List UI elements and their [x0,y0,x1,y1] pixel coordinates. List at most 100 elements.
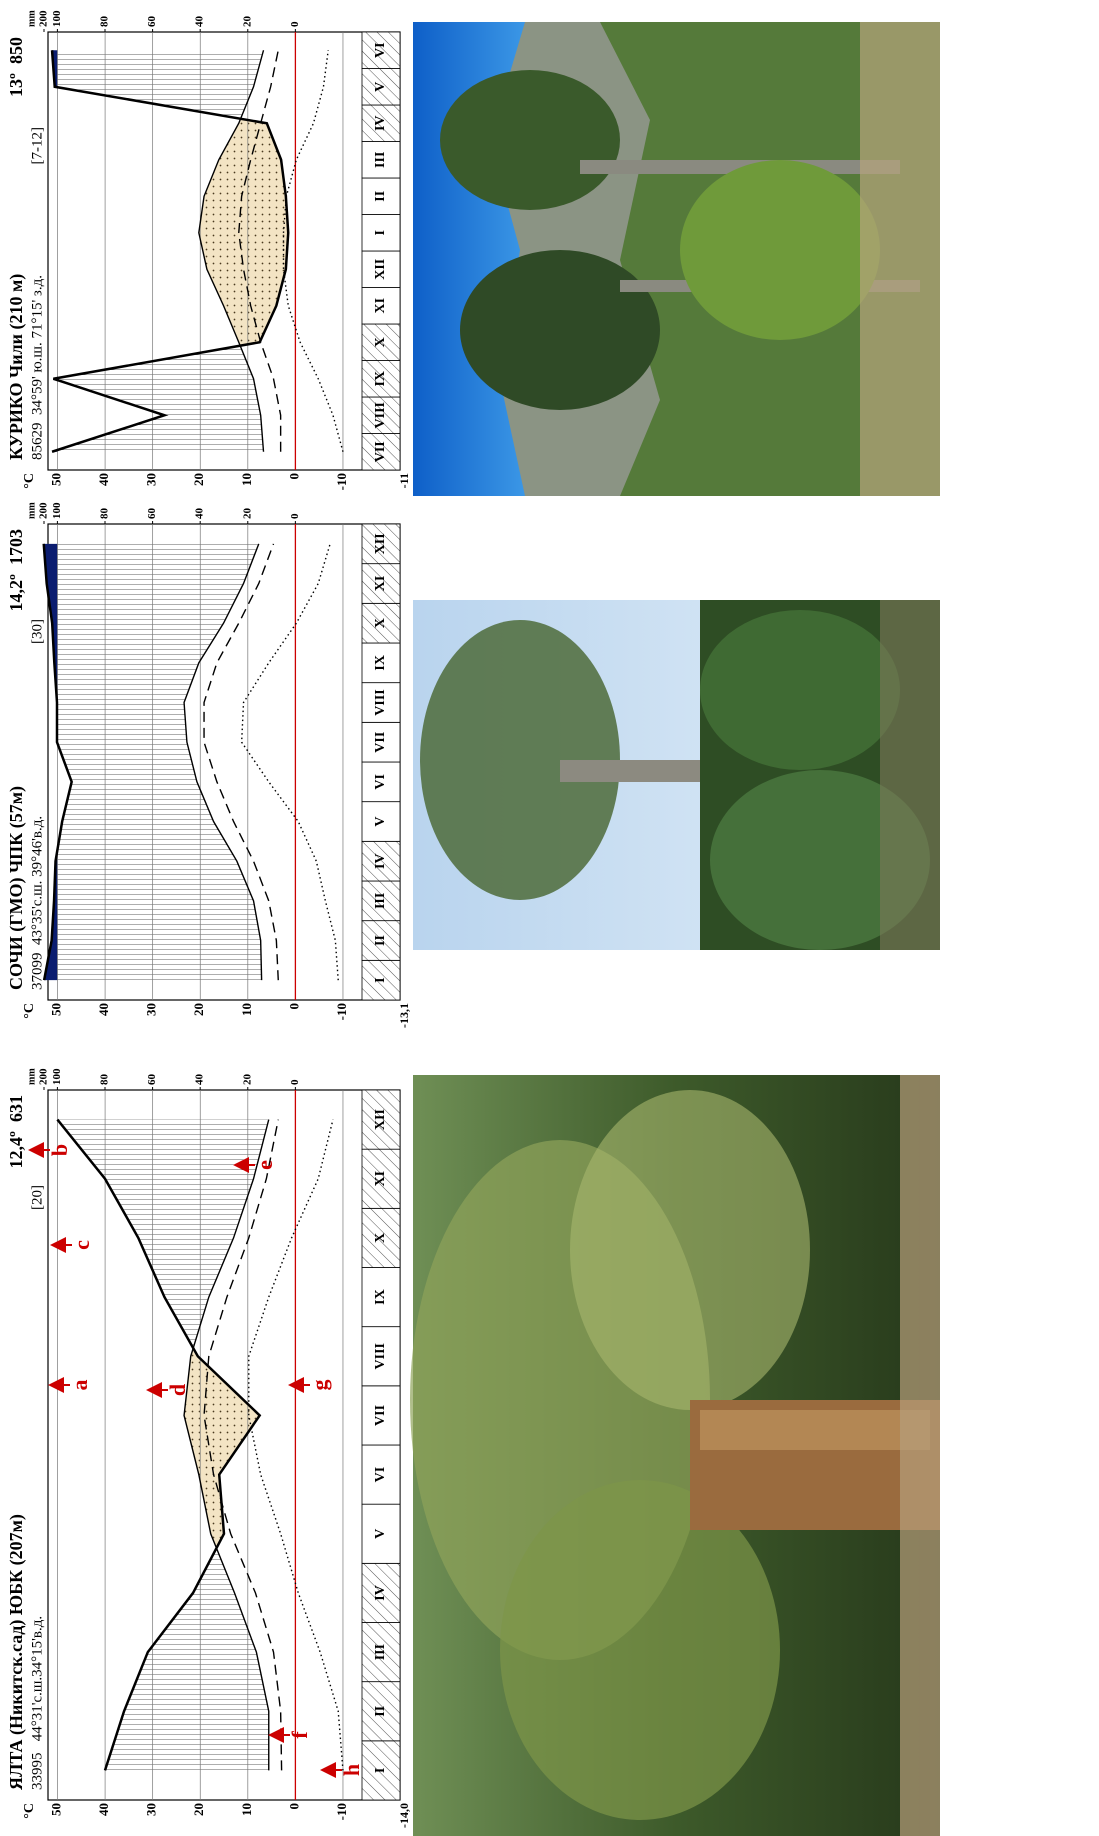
month-label: X [373,1233,388,1243]
y2-tick-label: 40 [194,1074,206,1086]
y-tick-label: 50 [48,473,63,486]
y2-tick-label: 20 [241,1074,253,1086]
y2-tick-label: 100 [51,1068,63,1085]
month-label: V [373,1529,388,1539]
month-label: II [373,191,388,202]
month-label: VI [373,774,388,790]
period: [7-12] [29,127,45,165]
photo-palm-yalta [410,1075,940,1836]
annotation-label: c [69,1240,94,1250]
chart-title: ЯЛТА (Никитск.сад) ЮБК (207м) [6,1514,27,1790]
y2-tick-label: 200 [38,10,50,27]
y2-tick-label: 0 [289,21,301,27]
y-tick-label: 50 [48,1003,63,1016]
figure: IIIIIIIVVVIVIIVIIIIXXXIXII50403020100-10… [0,0,1099,1836]
y-tick-label: 50 [48,1803,63,1816]
y-tick-label: 0 [286,473,301,480]
y-tick-label: -10 [334,473,349,490]
annotation-label: a [67,1380,92,1391]
y-tick-label: 30 [144,473,159,486]
chart-title: СОЧИ (ГМО) ЧПК (57м) [6,786,27,990]
photo-palm-sochi [413,600,940,950]
y-tick-label: 10 [239,473,254,486]
station-info: 33995 44°31'с.ш.34°15'в.д. [29,1616,45,1790]
y2-tick-label: 80 [99,16,111,28]
month-label: VII [373,1405,388,1426]
y-tick-label: 20 [191,473,206,486]
station-info: 85629 34°59' ю.ш. 71°15' з.д. [29,275,45,460]
y2-tick-label: 20 [241,16,253,28]
annotation-label: f [287,1731,312,1739]
y-tick-label: 40 [96,1803,111,1816]
month-label: II [373,1706,388,1717]
period: [20] [29,1185,45,1210]
y2-tick-label: 80 [99,508,111,520]
min-label: -13,1 [397,1003,411,1028]
y2-tick-label: 60 [146,508,158,520]
annotation-label: b [47,1144,72,1156]
month-label: IX [373,371,388,387]
annotation-label: d [165,1384,190,1396]
chart-summary: 12,4º 631 [6,1095,26,1168]
station-info: 37099 43°35'с.ш. 39°46'в.д. [29,816,45,990]
month-label: IV [373,853,388,869]
y-axis-label: °C [22,1803,37,1819]
y2-axis-label: mm [26,10,37,27]
y2-tick-label: 100 [51,10,63,27]
month-label: VI [373,1467,388,1483]
y2-tick-label: 200 [38,502,50,519]
y2-tick-label: 0 [289,1079,301,1085]
y-tick-label: 30 [144,1003,159,1016]
y-tick-label: 30 [144,1803,159,1816]
y2-tick-label: 20 [241,508,253,520]
month-label: VII [373,732,388,753]
month-label: IX [373,1289,388,1305]
chart-title: КУРИКО Чили (210 м) [6,274,27,460]
month-label: XI [373,576,388,592]
month-label: V [373,82,388,92]
y-tick-label: 0 [286,1003,301,1010]
y2-tick-label: 60 [146,16,158,28]
annotation-label: e [252,1160,277,1170]
y2-tick-label: 40 [194,16,206,28]
y-tick-label: 0 [286,1803,301,1810]
y2-tick-label: 200 [38,1068,50,1085]
month-label: VIII [373,1343,388,1369]
chart-summary: 13º 850 [6,37,26,97]
month-label: II [373,935,388,946]
y-tick-label: 20 [191,1803,206,1816]
month-label: X [373,337,388,347]
month-label: XII [373,533,388,554]
month-label: III [373,1644,388,1660]
y-tick-label: 20 [191,1003,206,1016]
y-tick-label: 40 [96,1003,111,1016]
y-tick-label: 40 [96,473,111,486]
y2-tick-label: 0 [289,513,301,519]
month-label: X [373,618,388,628]
period: [30] [29,619,45,644]
page: IIIIIIIVVVIVIIVIIIIXXXIXII50403020100-10… [0,0,1099,1836]
annotation-label: g [307,1380,332,1391]
month-label: III [373,152,388,168]
min-label: -11 [397,473,411,488]
y-axis-label: °C [22,473,37,489]
month-label: IV [373,1585,388,1601]
month-label: XII [373,259,388,280]
y2-tick-label: 40 [194,508,206,520]
month-label: VII [373,441,388,462]
y2-tick-label: 60 [146,1074,158,1086]
month-label: XI [373,298,388,314]
month-label: XI [373,1171,388,1187]
month-label: VI [373,42,388,58]
chart-summary: 14,2º 1703 [6,529,26,611]
y-axis-label: °C [22,1003,37,1019]
y2-tick-label: 100 [51,502,63,519]
month-label: VIII [373,402,388,428]
y-tick-label: 10 [239,1003,254,1016]
photo-palm-curico [413,22,940,496]
month-label: I [373,1768,388,1773]
month-label: XII [373,1109,388,1130]
